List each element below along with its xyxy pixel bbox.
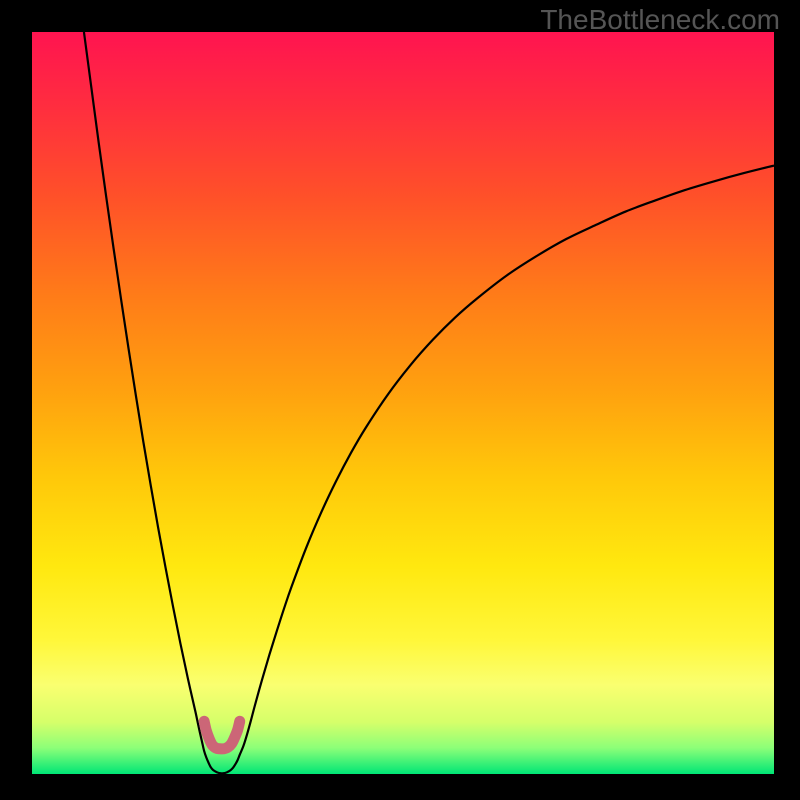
- plot-background: [32, 32, 774, 774]
- chart-stage: TheBottleneck.com: [0, 0, 800, 800]
- bottleneck-plot: [0, 0, 800, 800]
- watermark-text: TheBottleneck.com: [540, 4, 780, 36]
